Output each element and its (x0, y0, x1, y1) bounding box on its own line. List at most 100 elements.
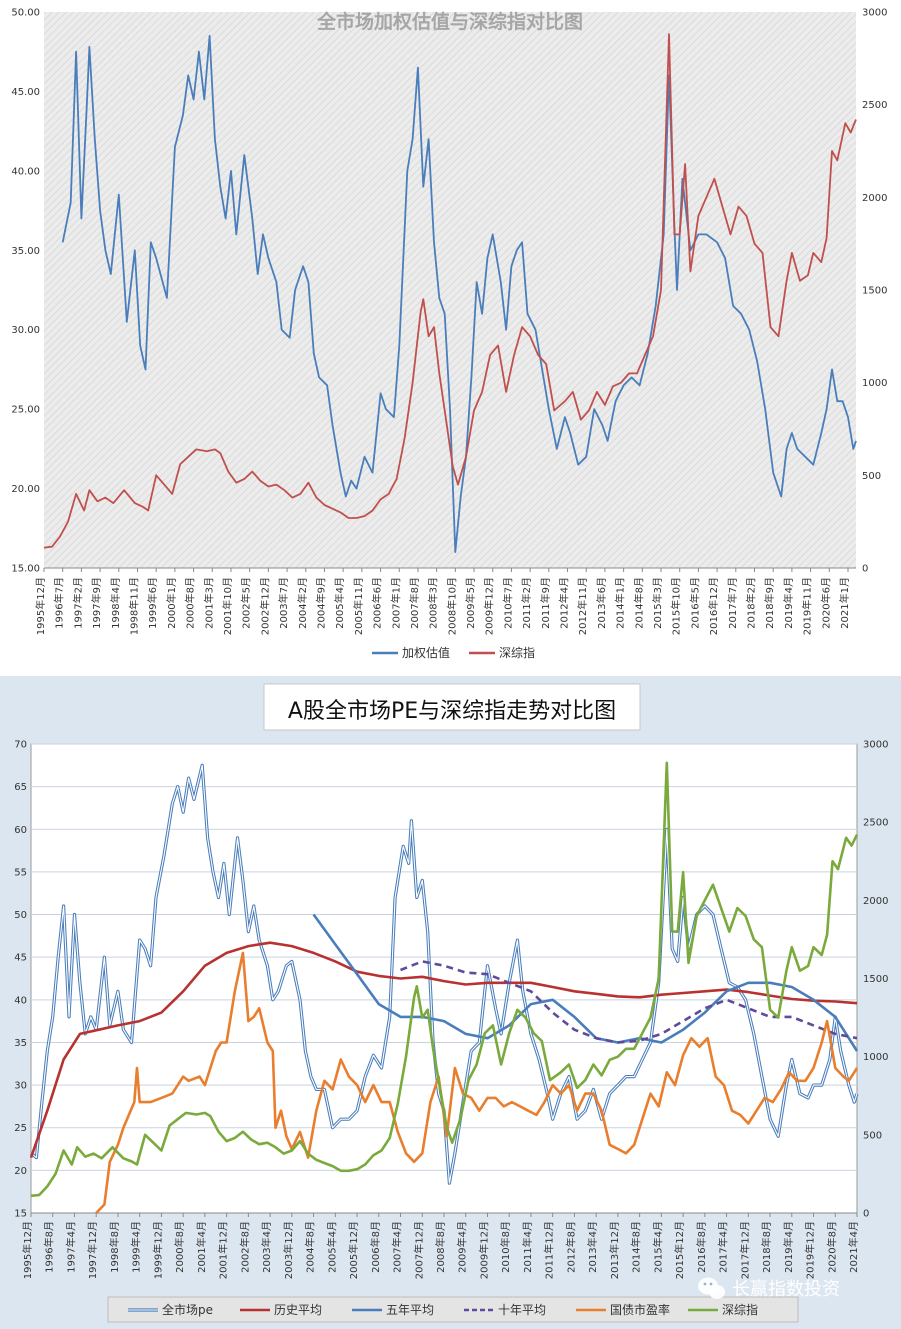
x-tick-label: 2007年4月 (391, 1221, 404, 1273)
y-right-tick-label: 1000 (863, 1052, 888, 1063)
x-tick-label: 2006年8月 (369, 1221, 382, 1273)
chart-1-weighted-valuation: 全市场加权估值与深综指对比图 15.00 20.00 25.00 30.00 35.00… (11, 7, 888, 660)
x-tick-label: 2021年4月 (847, 1221, 860, 1273)
y-left-tick-label: 40 (14, 995, 27, 1006)
legend-label: 深综指 (499, 645, 535, 660)
x-tick-label: 2012年4月 (558, 577, 571, 629)
legend-label: 历史平均 (274, 1303, 322, 1317)
x-tick-label: 1999年4月 (130, 1221, 143, 1273)
series-line-深综指 (43, 33, 857, 549)
x-tick-label: 2016年12月 (707, 577, 720, 635)
x-tick-label: 1999年12月 (151, 1221, 164, 1279)
y-right-tick-label: 0 (862, 564, 868, 575)
x-tick-label: 2015年10月 (670, 577, 683, 635)
y-left-tick-label: 25.00 (11, 405, 40, 416)
x-tick-label: 2008年10月 (445, 577, 458, 635)
chart-1-legend: 加权估值 深综指 (372, 645, 535, 660)
x-tick-label: 2019年4月 (782, 577, 795, 629)
x-tick-label: 2015年12月 (673, 1221, 686, 1279)
x-tick-label: 2020年8月 (825, 1221, 838, 1273)
x-tick-label: 2015年4月 (651, 1221, 664, 1273)
x-tick-label: 2001年12月 (217, 1221, 230, 1279)
y-left-tick-label: 20.00 (11, 484, 40, 495)
x-tick-label: 2007年8月 (408, 577, 421, 629)
chart-1-left-axis: 15.00 20.00 25.00 30.00 35.00 40.00 45.00 50.00 (11, 8, 40, 575)
legend-label: 深综指 (722, 1302, 758, 1317)
x-tick-label: 1997年9月 (90, 577, 103, 629)
x-tick-label: 2011年9月 (539, 577, 552, 629)
x-tick-label: 2005年4月 (325, 1221, 338, 1273)
y-left-tick-label: 70 (14, 740, 27, 751)
x-tick-label: 2009年4月 (456, 1221, 469, 1273)
legend-label: 加权估值 (402, 645, 450, 660)
x-tick-label: 1998年11月 (127, 577, 140, 635)
series-line-加权估值 (61, 34, 857, 553)
y-right-tick-label: 1500 (862, 286, 887, 297)
y-left-tick-label: 50.00 (11, 8, 40, 19)
chart-1-right-axis: 0 500 1000 1500 2000 2500 3000 (862, 8, 887, 575)
x-tick-label: 2018年2月 (745, 577, 758, 629)
x-tick-label: 2016年8月 (695, 1221, 708, 1273)
x-tick-label: 1997年2月 (71, 577, 84, 629)
x-tick-label: 2013年4月 (586, 1221, 599, 1273)
x-tick-label: 2011年12月 (543, 1221, 556, 1279)
x-tick-label: 2002年5月 (240, 577, 253, 629)
x-tick-label: 2000年8月 (184, 577, 197, 629)
x-tick-label: 1997年12月 (86, 1221, 99, 1279)
wechat-icon (698, 1277, 725, 1299)
x-tick-label: 2010年7月 (501, 577, 514, 629)
legend-label: 全市场pe (162, 1302, 213, 1317)
y-left-tick-label: 25 (14, 1123, 27, 1134)
x-tick-label: 2014年8月 (630, 1221, 643, 1273)
x-tick-label: 2004年2月 (296, 577, 309, 629)
x-tick-label: 2001年3月 (202, 577, 215, 629)
x-tick-label: 2006年6月 (371, 577, 384, 629)
chart-2-title: A股全市场PE与深综指走势对比图 (288, 699, 616, 724)
x-tick-label: 2000年8月 (173, 1221, 186, 1273)
x-tick-label: 2000年1月 (165, 577, 178, 629)
legend-item-加权估值: 加权估值 (372, 645, 450, 660)
x-tick-label: 2005年12月 (347, 1221, 360, 1279)
x-tick-label: 2021年1月 (838, 577, 851, 629)
x-tick-label: 2020年6月 (819, 577, 832, 629)
x-tick-label: 2019年12月 (804, 1221, 817, 1279)
x-tick-label: 2005年11月 (352, 577, 365, 635)
y-left-tick-label: 30 (14, 1081, 27, 1092)
y-right-tick-label: 1000 (862, 378, 887, 389)
x-tick-label: 2009年12月 (477, 1221, 490, 1279)
y-right-tick-label: 2500 (863, 818, 888, 829)
x-tick-label: 2019年11月 (801, 577, 814, 635)
y-right-tick-label: 500 (862, 471, 881, 482)
x-tick-label: 2003年4月 (260, 1221, 273, 1273)
x-tick-label: 2019年4月 (782, 1221, 795, 1273)
x-tick-label: 2009年5月 (464, 577, 477, 629)
y-left-tick-label: 50 (14, 910, 27, 921)
legend-item-十年平均: 十年平均 (464, 1303, 546, 1317)
y-left-tick-label: 15 (14, 1209, 27, 1220)
x-tick-label: 2001年4月 (195, 1221, 208, 1273)
x-tick-label: 2014年8月 (632, 577, 645, 629)
y-right-tick-label: 3000 (863, 740, 888, 751)
legend-item-深综指: 深综指 (469, 645, 535, 660)
legend-label: 十年平均 (498, 1303, 546, 1317)
y-left-tick-label: 55 (14, 867, 27, 878)
x-tick-label: 1996年7月 (53, 577, 66, 629)
y-right-tick-label: 3000 (862, 8, 887, 19)
chart-2-series-group (29, 761, 859, 1214)
x-tick-label: 2003年7月 (277, 577, 290, 629)
x-tick-label: 1995年12月 (21, 1221, 34, 1279)
legend-item-全市场pe: 全市场pe (128, 1302, 213, 1317)
chart-2-right-axis: 0 500 1000 1500 2000 2500 3000 (863, 740, 888, 1220)
x-tick-label: 2017年4月 (717, 1221, 730, 1273)
chart-1-series-group (43, 33, 857, 553)
y-left-tick-label: 45.00 (11, 87, 40, 98)
x-tick-label: 1995年12月 (34, 577, 47, 635)
watermark: 长赢指数投资 (698, 1277, 840, 1300)
chart-2-legend: 全市场pe 历史平均 五年平均 十年平均 国债市盈率 深综指 (128, 1302, 758, 1317)
y-right-tick-label: 2500 (862, 100, 887, 111)
series-line-历史平均 (29, 941, 858, 1159)
y-right-tick-label: 0 (863, 1209, 869, 1220)
y-right-tick-label: 2000 (863, 896, 888, 907)
x-tick-label: 2013年6月 (595, 577, 608, 629)
